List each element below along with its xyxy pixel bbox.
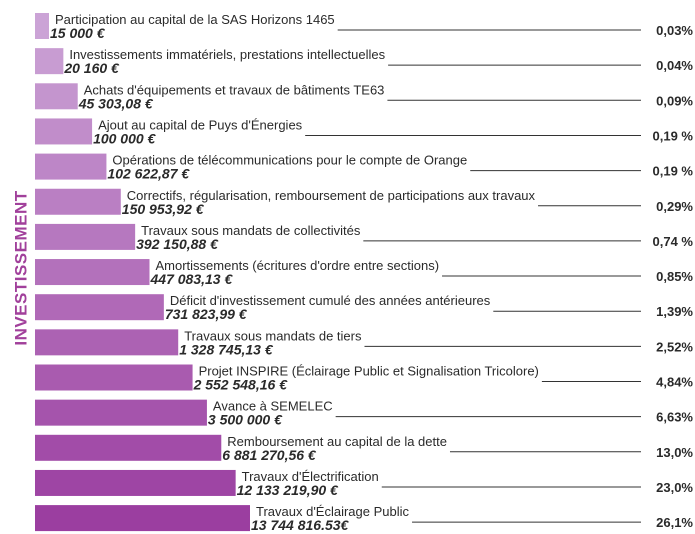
item-amount: 447 083,13 € [150, 271, 234, 287]
item-amount: 2 552 548,16 € [193, 377, 289, 393]
item-amount: 100 000 € [93, 130, 156, 146]
step-bar [35, 469, 236, 496]
item-amount: 13 744 816.53€ [251, 517, 350, 533]
step-bar [35, 259, 150, 286]
item-share: 0,04% [656, 58, 693, 73]
step-bar [35, 13, 49, 39]
item-amount: 150 953,92 € [122, 201, 205, 217]
item-label: Travaux d'Électrification [242, 469, 379, 484]
item-label: Travaux sous mandats de tiers [184, 328, 362, 343]
item-share: 4,84% [656, 375, 693, 390]
item-share: 0,09% [656, 93, 693, 108]
side-label: INVESTISSEMENT [11, 190, 30, 345]
item-label: Amortissements (écritures d'ordre entre … [156, 258, 440, 273]
item-amount: 392 150,88 € [136, 236, 219, 252]
step-bar [35, 83, 78, 110]
step-bar [35, 153, 107, 180]
item-amount: 6 881 270,56 € [222, 447, 317, 463]
item-label: Avance à SEMELEC [213, 399, 333, 414]
item-amount: 3 500 000 € [208, 412, 283, 428]
item-label: Travaux d'Éclairage Public [256, 504, 410, 519]
item-share: 0,29% [656, 199, 693, 214]
step-bar [35, 48, 64, 75]
step-bar [35, 399, 207, 426]
item-label: Achats d'équipements et travaux de bâtim… [84, 82, 385, 97]
item-amount: 1 328 745,13 € [179, 341, 274, 357]
item-label: Correctifs, régularisation, remboursemen… [127, 188, 536, 203]
item-amount: 12 133 219,90 € [237, 482, 339, 498]
item-amount: 15 000 € [50, 25, 106, 41]
step-bar [35, 434, 222, 461]
step-bar [35, 364, 193, 391]
item-share: 0,19 % [653, 164, 694, 179]
item-label: Remboursement au capital de la dette [227, 434, 447, 449]
step-bar [35, 329, 179, 356]
item-share: 0,03% [656, 23, 693, 38]
item-label: Ajout au capital de Puys d'Énergies [98, 117, 303, 132]
item-share: 23,0% [656, 480, 693, 495]
item-label: Opérations de télécommunications pour le… [112, 153, 467, 168]
step-bar [35, 188, 121, 215]
item-label: Travaux sous mandats de collectivités [141, 223, 361, 238]
item-label: Projet INSPIRE (Éclairage Public et Sign… [199, 364, 539, 379]
item-share: 1,39% [656, 304, 693, 319]
item-share: 2,52% [656, 339, 693, 354]
item-amount: 20 160 € [63, 60, 120, 76]
item-share: 0,19 % [653, 128, 694, 143]
item-share: 0,74 % [653, 234, 694, 249]
item-share: 6,63% [656, 410, 693, 425]
item-amount: 102 622,87 € [107, 166, 190, 182]
step-bar [35, 223, 136, 250]
step-bar [35, 294, 164, 321]
item-share: 0,85% [656, 269, 693, 284]
item-label: Investissements immatériels, prestations… [69, 47, 385, 62]
item-share: 26,1% [656, 515, 693, 530]
step-bar [35, 505, 250, 532]
item-amount: 731 823,99 € [165, 306, 248, 322]
item-label: Déficit d'investissement cumulé des anné… [170, 293, 491, 308]
item-amount: 45 303,08 € [78, 95, 154, 111]
item-share: 13,0% [656, 445, 693, 460]
item-label: Participation au capital de la SAS Horiz… [55, 12, 335, 27]
step-bar [35, 118, 93, 145]
